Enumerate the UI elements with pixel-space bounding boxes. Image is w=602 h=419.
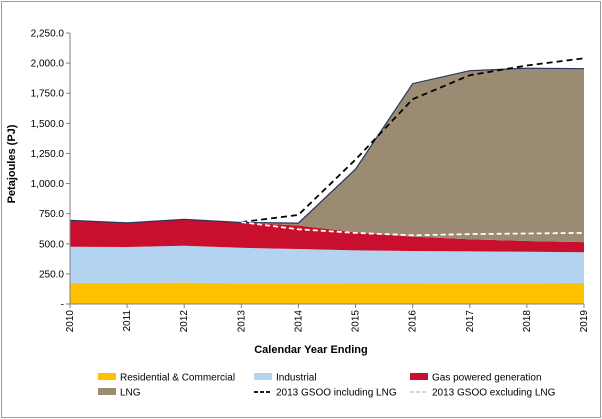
x-tick-label: 2010: [65, 310, 76, 333]
x-tick-label: 2014: [293, 310, 304, 333]
y-tick-label: 1,000.0: [31, 179, 65, 190]
area-lng: [70, 68, 584, 243]
legend-label: Gas powered generation: [432, 373, 542, 384]
legend-swatch-lng: [98, 388, 116, 395]
y-tick-label: -: [61, 300, 64, 311]
x-tick-label: 2011: [122, 310, 133, 332]
area-gas-powered-generation: [70, 219, 584, 253]
x-tick-label: 2019: [579, 310, 590, 333]
area-residential-commercial: [70, 282, 584, 304]
x-tick-label: 2016: [408, 310, 419, 333]
legend-label: 2013 GSOO including LNG: [276, 388, 397, 399]
x-tick-label: 2018: [522, 310, 533, 333]
line-2013-gsoo-including-lng: [241, 57, 585, 223]
legend-swatch-residential-commercial: [98, 373, 116, 380]
area-industrial: [70, 245, 584, 284]
y-tick-label: 2,000.0: [31, 59, 65, 70]
line-2013-gsoo-excluding-lng: [241, 221, 585, 237]
legend-label: Residential & Commercial: [120, 373, 235, 384]
x-tick-label: 2012: [179, 310, 190, 333]
x-tick-label: 2013: [236, 310, 247, 333]
lines-layer: [241, 57, 585, 237]
y-tick-label: 750.0: [39, 209, 64, 220]
y-tick-label: 1,250.0: [31, 149, 65, 160]
y-tick-label: 1,750.0: [31, 89, 65, 100]
axes-layer: - 250.0 500.0 750.0 1,000.0 1,250.0 1,500.0 1,7…: [31, 29, 590, 333]
legend-label: Industrial: [276, 373, 317, 384]
legend-label: LNG: [120, 388, 141, 399]
legend-swatch-industrial: [254, 373, 272, 380]
areas-layer: [69, 67, 585, 304]
y-tick-label: 2,250.0: [31, 29, 65, 40]
y-tick-label: 1,500.0: [31, 119, 65, 130]
y-tick-label: 500.0: [39, 239, 64, 250]
legend-label: 2013 GSOO excluding LNG: [432, 388, 556, 399]
y-tick-label: 250.0: [39, 269, 64, 280]
y-axis-title: Petajoules (PJ): [6, 124, 18, 203]
legend-swatch-gas-powered-generation: [410, 373, 428, 380]
x-tick-label: 2017: [465, 310, 476, 333]
x-axis-title: Calendar Year Ending: [254, 344, 368, 356]
legend: Residential & Commercial Industrial Gas po…: [98, 373, 556, 399]
x-tick-label: 2015: [351, 310, 362, 333]
